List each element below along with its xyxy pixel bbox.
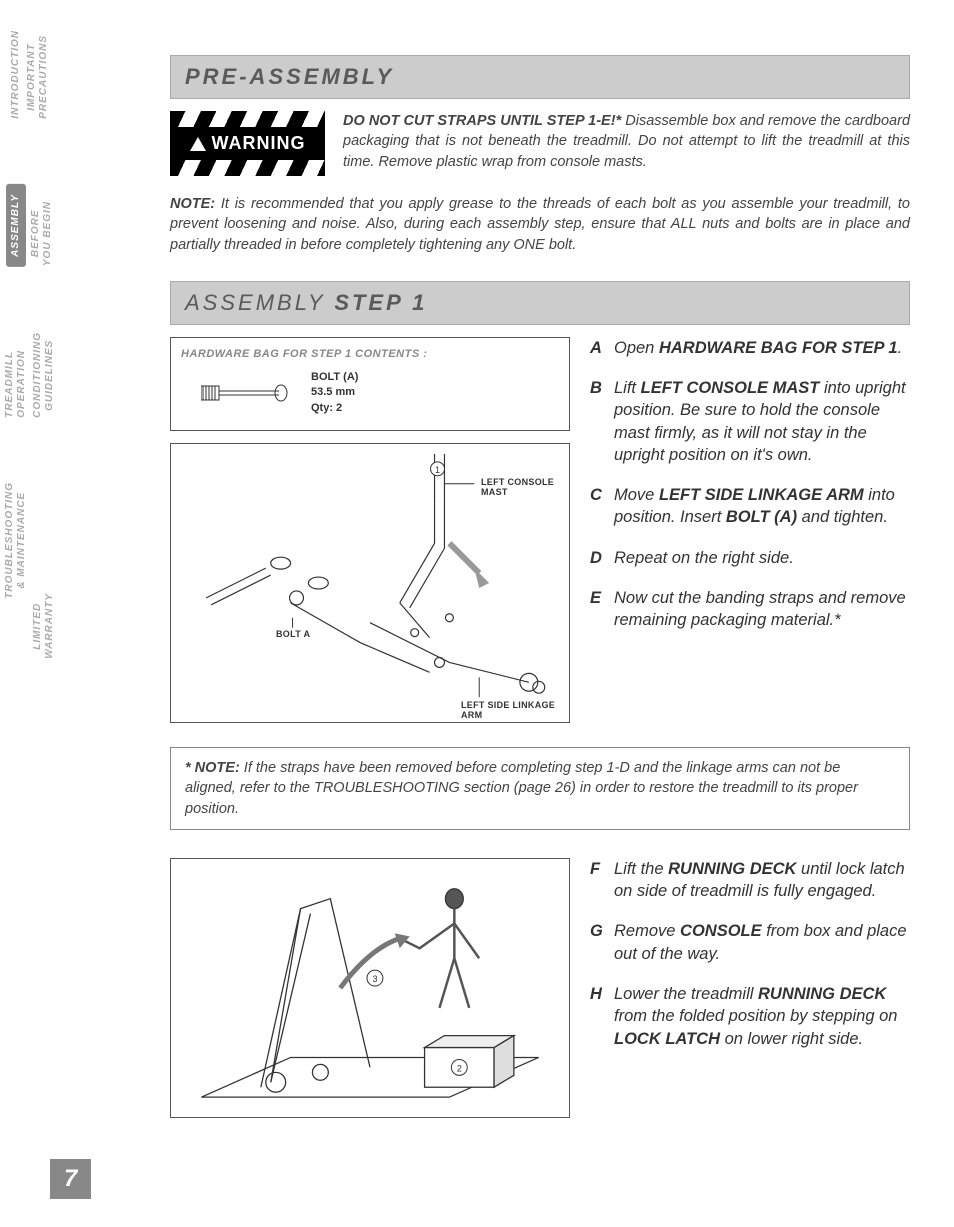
step1-row: HARDWARE BAG FOR STEP 1 CONTENTS : BOLT …: [170, 337, 910, 723]
note-lead: NOTE:: [170, 196, 215, 212]
step-h: H Lower the treadmill RUNNING DECK from …: [590, 983, 910, 1050]
callout-bolt: BOLT A: [276, 629, 310, 639]
warning-stripe-bottom: [170, 160, 325, 176]
step1-header: ASSEMBLY STEP 1: [170, 281, 910, 325]
warning-triangle-icon: [190, 137, 206, 151]
sidebar-nav: INTRODUCTION IMPORTANT PRECAUTIONS ASSEM…: [0, 0, 60, 1227]
warning-label-row: WARNING: [170, 127, 325, 160]
warning-stripe-top: [170, 111, 325, 127]
step-c: C Move LEFT SIDE LINKAGE ARM into positi…: [590, 484, 910, 529]
assembly-figure-1: 1 LEFT CONSOLE MAST BOLT A LEFT SIDE LIN…: [170, 443, 570, 723]
page-number: 7: [50, 1159, 91, 1199]
note-body: It is recommended that you apply grease …: [170, 196, 910, 253]
step-e: E Now cut the banding straps and remove …: [590, 587, 910, 632]
warning-label-text: WARNING: [212, 133, 306, 154]
step1-title: ASSEMBLY STEP 1: [185, 290, 895, 316]
tab-troubleshooting: TROUBLESHOOTING & MAINTENANCE: [4, 482, 28, 599]
hardware-content: BOLT (A) 53.5 mm Qty: 2: [181, 370, 559, 416]
tab-warranty: LIMITED WARRANTY: [32, 593, 56, 659]
step2-row: 2 3 F Lift the RUNNING DECK until lock l…: [170, 858, 910, 1118]
callout-arm: LEFT SIDE LINKAGE ARM: [461, 700, 569, 720]
step2-steps: F Lift the RUNNING DECK until lock latch…: [590, 858, 910, 1118]
step-a: A Open HARDWARE BAG FOR STEP 1.: [590, 337, 910, 359]
callout-mast: LEFT CONSOLE MAST: [481, 477, 569, 497]
preassembly-title: PRE-ASSEMBLY: [185, 64, 895, 90]
step-b: B Lift LEFT CONSOLE MAST into upright po…: [590, 377, 910, 466]
tab-operation: TREADMILL OPERATION: [4, 350, 28, 418]
svg-text:3: 3: [372, 974, 377, 984]
note-block: NOTE: It is recommended that you apply g…: [170, 194, 910, 255]
step-f: F Lift the RUNNING DECK until lock latch…: [590, 858, 910, 903]
step1-figures: HARDWARE BAG FOR STEP 1 CONTENTS : BOLT …: [170, 337, 570, 723]
tab-before-begin: BEFORE YOU BEGIN: [30, 201, 54, 266]
hardware-box: HARDWARE BAG FOR STEP 1 CONTENTS : BOLT …: [170, 337, 570, 431]
footnote-box: * NOTE: If the straps have been removed …: [170, 747, 910, 830]
warning-lead: DO NOT CUT STRAPS UNTIL STEP 1-E!*: [343, 113, 621, 129]
step1-steps: A Open HARDWARE BAG FOR STEP 1. B Lift L…: [590, 337, 910, 723]
tab-assembly: ASSEMBLY: [6, 184, 26, 267]
tab-conditioning: CONDITIONING GUIDELINES: [32, 332, 56, 418]
footnote-body: If the straps have been removed before c…: [185, 760, 858, 817]
main-content: PRE-ASSEMBLY WARNING DO NOT CUT STRAPS U…: [170, 55, 910, 1118]
step-d: D Repeat on the right side.: [590, 547, 910, 569]
tab-introduction: INTRODUCTION: [10, 30, 22, 119]
preassembly-header: PRE-ASSEMBLY: [170, 55, 910, 99]
lift-deck-diagram-icon: 2 3: [171, 859, 569, 1117]
footnote-lead: * NOTE:: [185, 760, 240, 776]
step-g: G Remove CONSOLE from box and place out …: [590, 920, 910, 965]
bolt-label: BOLT (A) 53.5 mm Qty: 2: [311, 370, 358, 416]
tab-precautions: IMPORTANT PRECAUTIONS: [26, 35, 50, 119]
assembly-figure-2: 2 3: [170, 858, 570, 1118]
bolt-icon: [201, 378, 291, 408]
svg-text:2: 2: [457, 1063, 462, 1073]
svg-text:1: 1: [435, 465, 440, 475]
warning-text: DO NOT CUT STRAPS UNTIL STEP 1-E!* Disas…: [343, 111, 910, 172]
warning-block: WARNING DO NOT CUT STRAPS UNTIL STEP 1-E…: [170, 111, 910, 176]
warning-badge: WARNING: [170, 111, 325, 176]
hardware-title: HARDWARE BAG FOR STEP 1 CONTENTS :: [181, 348, 559, 360]
